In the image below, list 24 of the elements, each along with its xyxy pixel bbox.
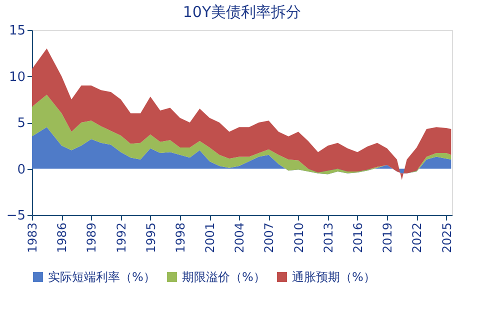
x-tick-label: 1998 <box>173 222 188 254</box>
x-tick-label: 1983 <box>26 222 40 254</box>
x-tick-label: 2019 <box>380 222 395 254</box>
x-tick-label: 1989 <box>84 222 99 254</box>
x-tick-label: 1995 <box>144 222 158 254</box>
legend-label: 期限溢价（%） <box>182 270 266 284</box>
x-tick-label: 2001 <box>203 222 218 254</box>
x-tick-label: 2016 <box>350 222 365 254</box>
legend-label: 实际短端利率（%） <box>48 270 156 284</box>
x-tick-label: 2013 <box>321 222 336 254</box>
x-tick-label: 2022 <box>410 222 424 254</box>
y-tick-label: 5 <box>17 116 26 131</box>
y-tick-label: 10 <box>8 70 26 85</box>
x-tick-label: 2007 <box>262 222 276 254</box>
y-tick-label: 0 <box>17 162 26 178</box>
x-tick-label: 2025 <box>440 222 454 254</box>
y-tick-label: 15 <box>8 24 26 38</box>
x-tick-label: 2010 <box>292 222 306 254</box>
x-tick-label: 1986 <box>55 222 70 254</box>
y-tick-label: −5 <box>6 208 26 224</box>
x-tick-label: 2004 <box>232 222 247 254</box>
x-tick-label: 1992 <box>114 222 128 254</box>
chart-title: 10Y美债利率拆分 <box>182 3 302 21</box>
legend-label: 通胀预期（%） <box>292 270 376 284</box>
